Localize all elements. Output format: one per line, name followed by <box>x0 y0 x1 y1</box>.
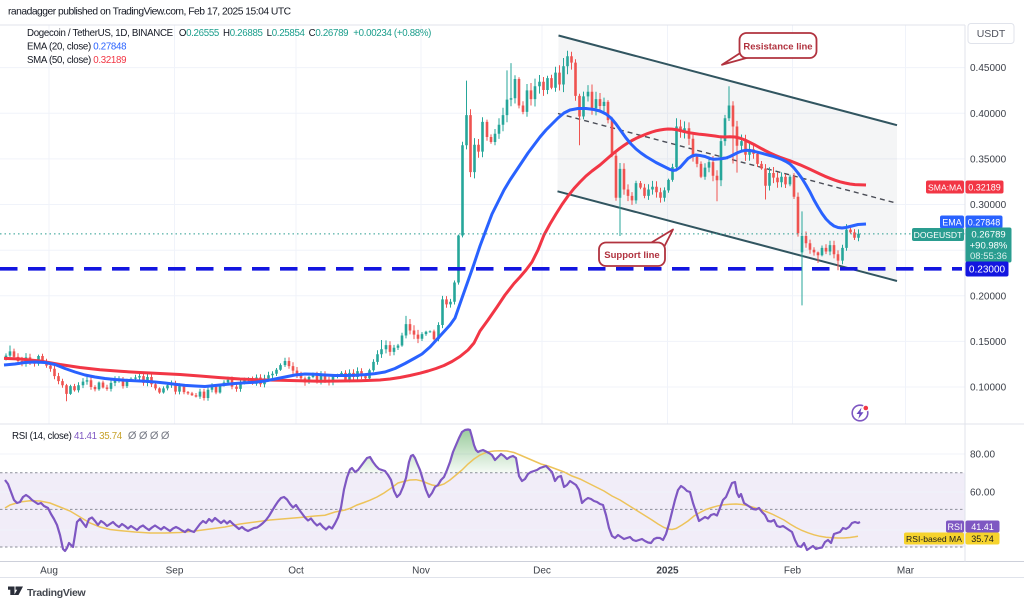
svg-text:60.00: 60.00 <box>970 488 995 499</box>
svg-text:RSI-based MA: RSI-based MA <box>906 534 962 544</box>
svg-text:Oct: Oct <box>288 566 304 577</box>
svg-text:0.30000: 0.30000 <box>970 200 1007 211</box>
svg-text:0.23000: 0.23000 <box>969 264 1006 275</box>
svg-text:08:55:36: 08:55:36 <box>970 251 1007 262</box>
svg-text:0.32189: 0.32189 <box>968 182 1001 192</box>
svg-text:Sep: Sep <box>166 566 184 577</box>
svg-text:2025: 2025 <box>656 566 679 577</box>
svg-text:SMA (50, close) 0.32189: SMA (50, close) 0.32189 <box>27 55 126 66</box>
svg-text:RSI: RSI <box>947 522 962 532</box>
svg-text:Dec: Dec <box>533 566 551 577</box>
svg-text:SMA:MA: SMA:MA <box>928 182 962 192</box>
svg-text:+90.98%: +90.98% <box>970 241 1008 252</box>
svg-text:0.45000: 0.45000 <box>970 63 1007 74</box>
svg-text:80.00: 80.00 <box>970 450 995 461</box>
svg-text:Support line: Support line <box>604 250 659 261</box>
svg-text:0.15000: 0.15000 <box>970 337 1007 348</box>
svg-text:USDT: USDT <box>977 28 1006 40</box>
svg-text:Mar: Mar <box>897 566 915 577</box>
svg-text:Dogecoin / TetherUS, 1D, BINAN: Dogecoin / TetherUS, 1D, BINANCEO0.26555… <box>27 28 431 39</box>
svg-text:EMA (20, close) 0.27848: EMA (20, close) 0.27848 <box>27 42 126 53</box>
svg-text:0.35000: 0.35000 <box>970 154 1007 165</box>
svg-text:0.10000: 0.10000 <box>970 383 1007 394</box>
svg-text:EMA: EMA <box>942 217 962 227</box>
svg-text:Resistance line: Resistance line <box>743 42 812 53</box>
svg-text:0.27848: 0.27848 <box>968 217 1001 227</box>
svg-text:0.40000: 0.40000 <box>970 109 1007 120</box>
svg-text:RSI (14, close) 41.41 35.74Ø Ø: RSI (14, close) 41.41 35.74Ø Ø Ø Ø <box>12 430 170 442</box>
svg-text:DOGEUSDT: DOGEUSDT <box>914 230 963 240</box>
svg-text:35.74: 35.74 <box>971 534 994 544</box>
svg-text:ranadagger published on Tradin: ranadagger published on TradingView.com,… <box>8 7 292 18</box>
svg-text:Aug: Aug <box>40 566 58 577</box>
svg-text:TradingView: TradingView <box>27 587 86 599</box>
svg-text:Feb: Feb <box>784 566 802 577</box>
svg-text:0.20000: 0.20000 <box>970 291 1007 302</box>
svg-text:41.41: 41.41 <box>971 522 994 532</box>
svg-text:0.26789: 0.26789 <box>971 230 1005 241</box>
svg-text:Nov: Nov <box>412 566 430 577</box>
